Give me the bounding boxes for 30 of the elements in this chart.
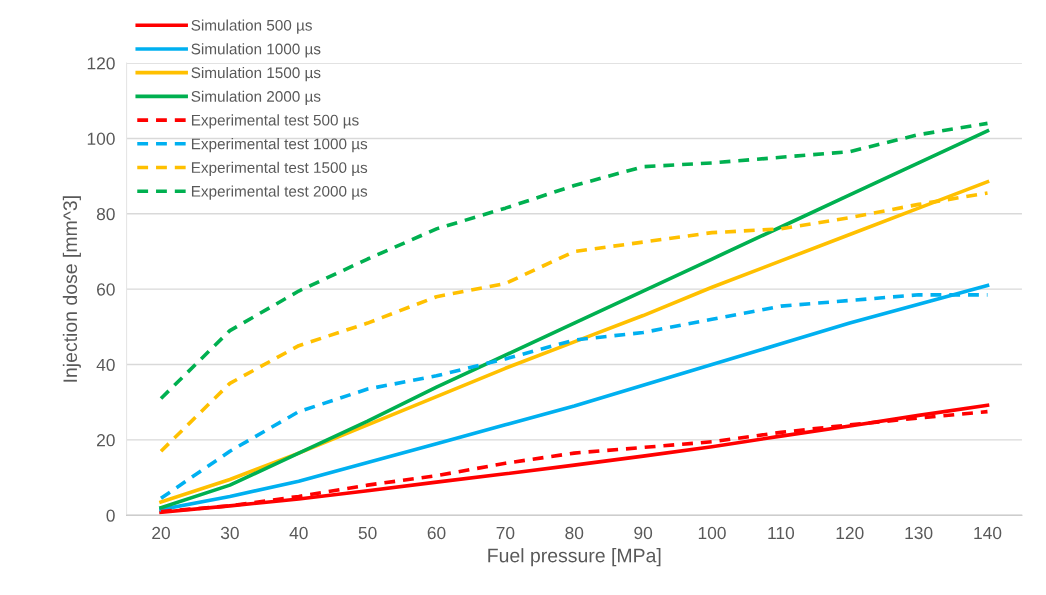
y-tick-label: 40 [96, 358, 115, 371]
y-tick-label: 100 [87, 132, 115, 145]
legend-label: Simulation 1000 µs [191, 43, 321, 58]
y-tick-label: 0 [106, 509, 115, 522]
x-axis-title: Fuel pressure [MPa] [488, 548, 661, 567]
y-tick-label: 60 [97, 283, 115, 296]
y-tick-label: 120 [87, 57, 115, 70]
x-tick-label: 80 [565, 526, 584, 540]
x-tick-label: 60 [427, 526, 446, 540]
x-tick-label: 30 [220, 526, 239, 540]
legend-label: Simulation 500 µs [191, 19, 312, 34]
x-tick-label: 50 [358, 526, 377, 540]
y-tick-label: 80 [96, 207, 115, 221]
legend-label: Experimental test 500 µs [191, 114, 359, 129]
y-axis-title: Injection dose [mm^3] [62, 196, 81, 382]
x-tick-label: 100 [698, 526, 726, 540]
x-tick-label: 70 [496, 526, 515, 540]
x-tick-label: 120 [836, 526, 864, 540]
legend-label: Experimental test 1500 µs [191, 161, 368, 177]
x-tick-label: 20 [152, 526, 170, 540]
legend-label: Simulation 2000 µs [191, 90, 321, 105]
x-tick-label: 140 [974, 526, 1002, 540]
x-tick-label: 40 [289, 526, 308, 540]
x-tick-label: 110 [768, 526, 795, 540]
legend-label: Experimental test 2000 µs [191, 185, 368, 200]
x-tick-label: 90 [634, 526, 653, 540]
x-tick-label: 130 [905, 526, 933, 540]
legend-label: Experimental test 1000 µs [191, 138, 368, 153]
legend-label: Simulation 1500 µs [191, 66, 321, 82]
y-tick-label: 20 [97, 434, 115, 447]
